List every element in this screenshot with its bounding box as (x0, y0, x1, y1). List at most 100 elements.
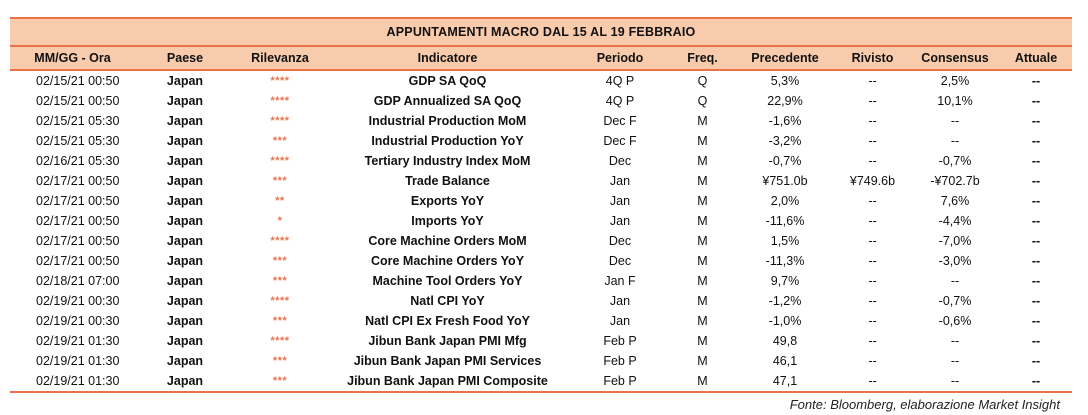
cell-consensus: -0,7% (938, 294, 972, 308)
cell-revised: -- (868, 94, 877, 108)
cell-country: Japan (166, 134, 204, 148)
cell-frequency: M (697, 154, 708, 168)
cell-relevance: **** (270, 235, 290, 247)
header-previous: Precedente (735, 47, 835, 71)
header-relevance: Rilevanza (235, 47, 325, 71)
cell-actual: -- (1031, 254, 1041, 268)
cell-relevance: *** (272, 315, 288, 327)
cell-actual: -- (1000, 371, 1072, 393)
cell-date: 02/17/21 00:50 (36, 174, 120, 188)
cell-relevance: *** (272, 275, 288, 287)
cell-actual: -- (1031, 294, 1041, 308)
cell-period: 4Q P (605, 94, 635, 108)
header-indicator: Indicatore (325, 47, 570, 71)
cell-relevance: * (277, 215, 283, 227)
cell-date: 02/17/21 00:50 (36, 214, 120, 228)
table-row: 02/17/21 00:50 Japan ** Exports YoY Jan M 2,0%… (10, 191, 1072, 211)
cell-revised: -- (868, 194, 877, 208)
cell-period: Jan (609, 294, 631, 308)
cell-indicator: Machine Tool Orders YoY (372, 274, 523, 288)
cell-previous: 9,7% (770, 274, 800, 288)
cell-period: Feb P (603, 334, 637, 348)
cell-relevance: **** (270, 75, 290, 87)
cell-country: Japan (166, 354, 204, 368)
cell-indicator: Tertiary Industry Index MoM (364, 154, 531, 168)
cell-frequency: M (697, 234, 708, 248)
cell-consensus: -- (950, 114, 960, 128)
cell-consensus: -4,4% (938, 214, 972, 228)
cell-frequency: M (697, 354, 708, 368)
cell-relevance: *** (272, 255, 288, 267)
cell-country: Japan (166, 254, 204, 268)
cell-consensus: -7,0% (938, 234, 972, 248)
table-row: 02/19/21 01:30 Japan **** Jibun Bank Japan … (10, 331, 1072, 351)
cell-period: Jan F (604, 274, 636, 288)
cell-previous: -0,7% (768, 154, 802, 168)
table-row: 02/16/21 05:30 Japan **** Tertiary Industry… (10, 151, 1072, 171)
cell-country: Japan (166, 314, 204, 328)
cell-actual: -- (1031, 214, 1041, 228)
cell-previous: 1,5% (770, 234, 800, 248)
cell-actual: -- (1031, 194, 1041, 208)
cell-frequency: Q (697, 74, 708, 88)
cell-period: Dec (608, 254, 632, 268)
table-row: 02/18/21 07:00 Japan *** Machine Tool Order… (10, 271, 1072, 291)
cell-consensus: 7,6% (940, 194, 970, 208)
cell-frequency: M (697, 334, 708, 348)
cell-date: 02/17/21 00:50 (36, 234, 120, 248)
cell-consensus: -- (950, 334, 960, 348)
cell-country: Japan (166, 174, 204, 188)
cell-actual: -- (1031, 314, 1041, 328)
cell-indicator: Industrial Production YoY (371, 134, 524, 148)
cell-consensus: 10,1% (937, 94, 973, 108)
cell-actual: -- (1031, 274, 1041, 288)
cell-indicator: Industrial Production MoM (368, 114, 527, 128)
cell-period: 4Q P (605, 74, 635, 88)
cell-indicator: Jibun Bank Japan PMI Services (353, 354, 542, 368)
macro-calendar: APPUNTAMENTI MACRO DAL 15 AL 19 FEBBRAIO… (10, 17, 1072, 393)
cell-actual: -- (1031, 154, 1041, 168)
table-row: 02/17/21 00:50 Japan * Imports YoY Jan M -11,6… (10, 211, 1072, 231)
header-row: MM/GG - Ora Paese Rilevanza Indicatore P… (10, 47, 1072, 71)
cell-country: Japan (166, 74, 204, 88)
cell-date: 02/19/21 01:30 (10, 371, 135, 393)
cell-date: 02/18/21 07:00 (36, 274, 120, 288)
cell-date: 02/19/21 01:30 (36, 354, 120, 368)
table-title: APPUNTAMENTI MACRO DAL 15 AL 19 FEBBRAIO (10, 17, 1072, 47)
cell-actual: -- (1031, 134, 1041, 148)
cell-previous: ¥751.0b (762, 174, 808, 188)
cell-indicator: Core Machine Orders YoY (370, 254, 525, 268)
cell-country: Japan (166, 334, 204, 348)
cell-date: 02/16/21 05:30 (36, 154, 120, 168)
cell-relevance: **** (270, 295, 290, 307)
cell-period: Dec (608, 234, 632, 248)
cell-actual: -- (1031, 354, 1041, 368)
cell-previous: -11,3% (765, 254, 805, 268)
table-row: 02/15/21 05:30 Japan *** Industrial Product… (10, 131, 1072, 151)
cell-frequency: Q (697, 94, 708, 108)
cell-consensus: -0,6% (938, 314, 972, 328)
cell-country: Japan (166, 274, 204, 288)
cell-previous: 5,3% (770, 74, 800, 88)
cell-actual: -- (1031, 334, 1041, 348)
cell-date: 02/15/21 05:30 (36, 134, 120, 148)
cell-country: Japan (166, 154, 204, 168)
cell-date: 02/19/21 00:30 (36, 314, 120, 328)
header-period: Periodo (570, 47, 670, 71)
cell-relevance: **** (270, 335, 290, 347)
cell-indicator: GDP SA QoQ (408, 74, 487, 88)
cell-frequency: M (697, 114, 708, 128)
cell-revised: -- (868, 74, 877, 88)
cell-indicator: Jibun Bank Japan PMI Composite (325, 371, 570, 393)
cell-period: Dec (608, 154, 632, 168)
table-row: 02/17/21 00:50 Japan **** Core Machine Orde… (10, 231, 1072, 251)
cell-period: Jan (609, 314, 631, 328)
cell-consensus: -0,7% (938, 154, 972, 168)
header-revised: Rivisto (835, 47, 910, 71)
cell-revised: -- (868, 234, 877, 248)
cell-country: Japan (166, 234, 204, 248)
table-row: 02/19/21 01:30 Japan *** Jibun Bank Japan P… (10, 351, 1072, 371)
cell-frequency: M (697, 314, 708, 328)
cell-previous: 49,8 (772, 334, 798, 348)
source-note: Fonte: Bloomberg, elaborazione Market In… (789, 397, 1060, 412)
